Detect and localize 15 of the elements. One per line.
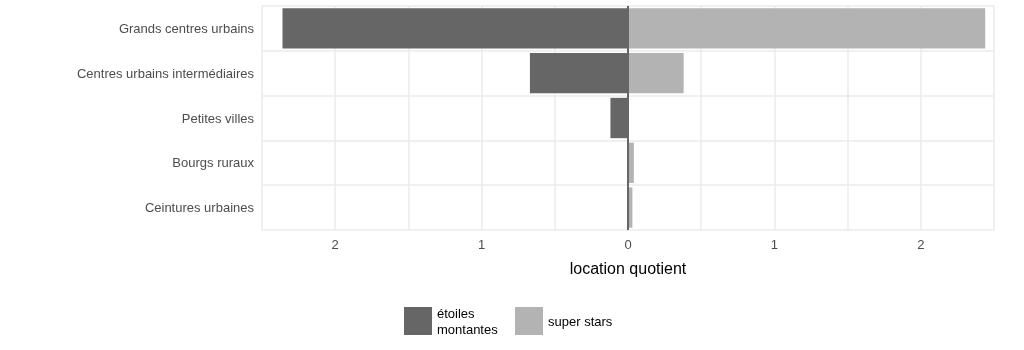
- x-tick-label: 1: [477, 237, 486, 252]
- legend-label: super stars: [548, 313, 613, 329]
- y-tick-label: Grands centres urbains: [118, 20, 255, 36]
- x-axis-title: location quotient: [569, 259, 687, 277]
- bar: [628, 53, 684, 94]
- legend-label: étoiles montantes: [437, 305, 499, 337]
- x-tick-label: 1: [770, 237, 779, 252]
- y-tick-label: Ceintures urbaines: [144, 200, 255, 216]
- bar: [628, 8, 986, 49]
- x-tick-label: 2: [917, 237, 925, 252]
- y-tick-label: Centres urbains intermédiaires: [76, 65, 255, 81]
- y-tick-label: Petites villes: [181, 110, 255, 126]
- x-tick-label: 0: [624, 237, 632, 252]
- x-tick-label: 2: [331, 237, 339, 252]
- y-tick-label: Bourgs ruraux: [172, 155, 255, 171]
